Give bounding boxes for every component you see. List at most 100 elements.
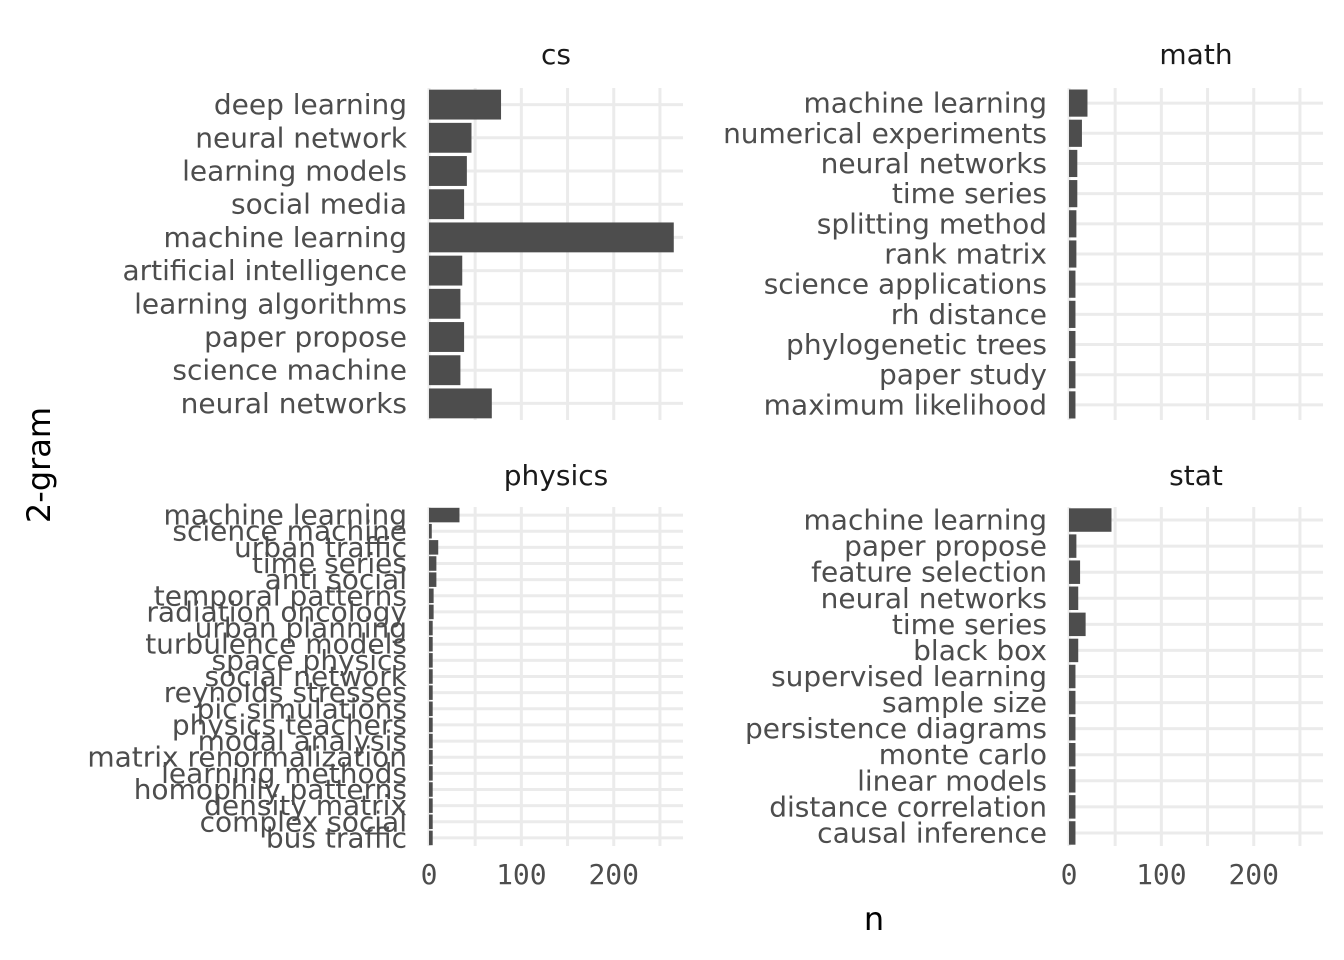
bar-math-6 xyxy=(1069,270,1076,298)
category-label: density matrix xyxy=(204,789,407,822)
bar-stat-11 xyxy=(1069,795,1076,819)
bar-cs-1 xyxy=(429,122,472,153)
bar-physics-3 xyxy=(429,556,437,571)
bar-math-0 xyxy=(1069,89,1088,117)
bar-physics-12 xyxy=(429,701,433,717)
bar-cs-0 xyxy=(429,89,502,120)
bar-cs-3 xyxy=(429,189,465,220)
category-label: urban traffic xyxy=(234,531,407,564)
category-label: learning methods xyxy=(161,757,407,790)
category-label: neural network xyxy=(195,121,408,154)
bar-cs-8 xyxy=(429,355,461,386)
category-label: phylogenetic trees xyxy=(786,328,1047,361)
bar-stat-4 xyxy=(1069,612,1086,637)
category-label: science applications xyxy=(764,268,1047,301)
category-label: urban planning xyxy=(195,612,407,645)
bar-cs-6 xyxy=(429,288,461,319)
bar-stat-2 xyxy=(1069,560,1081,584)
bar-stat-0 xyxy=(1069,508,1112,532)
category-label: distance correlation xyxy=(769,790,1047,823)
category-label: time series xyxy=(252,547,407,580)
facet-strip-title: stat xyxy=(1169,459,1223,492)
category-label: black box xyxy=(913,634,1047,667)
category-label: linear models xyxy=(857,764,1047,797)
bar-physics-0 xyxy=(429,507,460,523)
category-label: supervised learning xyxy=(771,660,1047,693)
category-label: time series xyxy=(892,177,1047,210)
x-tick-label: 100 xyxy=(1136,858,1187,891)
x-tick-label: 0 xyxy=(1061,858,1078,891)
category-label: physics teachers xyxy=(172,708,407,741)
facet-strip-title: cs xyxy=(541,38,571,71)
bar-stat-10 xyxy=(1069,769,1076,793)
bar-stat-9 xyxy=(1069,742,1076,767)
category-label: paper propose xyxy=(844,530,1047,563)
category-label: neural networks xyxy=(821,147,1047,180)
category-label: homophily patterns xyxy=(134,773,407,806)
bar-physics-5 xyxy=(429,588,434,604)
bar-math-1 xyxy=(1069,119,1082,147)
bar-math-5 xyxy=(1069,240,1077,268)
category-label: matrix renormalization xyxy=(87,741,407,774)
bar-math-7 xyxy=(1069,300,1076,328)
category-label: complex social xyxy=(200,805,407,838)
bar-physics-17 xyxy=(429,782,433,797)
category-label: paper study xyxy=(879,358,1047,391)
category-label: sample size xyxy=(882,686,1047,719)
category-label: time series xyxy=(892,608,1047,641)
category-label: causal inference xyxy=(817,816,1047,849)
bar-physics-6 xyxy=(429,604,434,620)
bar-stat-3 xyxy=(1069,586,1079,611)
bar-physics-7 xyxy=(429,620,433,636)
bar-cs-7 xyxy=(429,322,465,352)
category-label: persistence diagrams xyxy=(745,712,1047,745)
bar-math-10 xyxy=(1069,391,1076,419)
bar-physics-8 xyxy=(429,636,433,652)
bar-physics-19 xyxy=(429,814,433,830)
category-label: pic simulations xyxy=(197,692,407,725)
category-label: machine learning xyxy=(164,499,407,532)
bar-physics-4 xyxy=(429,572,437,587)
category-label: numerical experiments xyxy=(723,117,1047,150)
category-label: rh distance xyxy=(891,298,1047,331)
bar-physics-2 xyxy=(429,540,439,555)
category-label: bus traffic xyxy=(266,821,407,854)
bar-stat-6 xyxy=(1069,664,1076,689)
category-label: modal analysis xyxy=(198,725,407,758)
bar-math-9 xyxy=(1069,361,1076,389)
x-tick-label: 0 xyxy=(421,858,438,891)
bar-stat-8 xyxy=(1069,716,1076,741)
facet-strip-title: math xyxy=(1159,38,1232,71)
category-label: turbulence models xyxy=(145,628,407,661)
category-label: rank matrix xyxy=(884,238,1047,271)
bar-math-8 xyxy=(1069,330,1076,359)
bar-physics-9 xyxy=(429,653,433,668)
category-label: machine learning xyxy=(804,504,1047,537)
bar-physics-20 xyxy=(429,830,433,846)
bar-math-4 xyxy=(1069,210,1077,238)
bar-cs-5 xyxy=(429,255,463,286)
bar-cs-9 xyxy=(429,388,492,419)
bar-physics-13 xyxy=(429,717,433,733)
category-label: learning algorithms xyxy=(134,287,407,320)
x-tick-label: 100 xyxy=(496,858,547,891)
category-label: splitting method xyxy=(817,207,1047,240)
category-label: social network xyxy=(205,660,408,693)
category-label: deep learning xyxy=(214,88,407,121)
facet-strip-title: physics xyxy=(504,459,608,492)
category-label: feature selection xyxy=(811,556,1047,589)
bar-math-2 xyxy=(1069,149,1078,178)
category-label: machine learning xyxy=(804,87,1047,120)
category-label: science machine xyxy=(172,515,407,548)
y-axis-title: 2-gram xyxy=(20,407,58,523)
bar-physics-10 xyxy=(429,669,433,684)
bar-stat-1 xyxy=(1069,534,1077,558)
category-label: temporal patterns xyxy=(154,579,407,612)
bar-physics-18 xyxy=(429,798,433,813)
